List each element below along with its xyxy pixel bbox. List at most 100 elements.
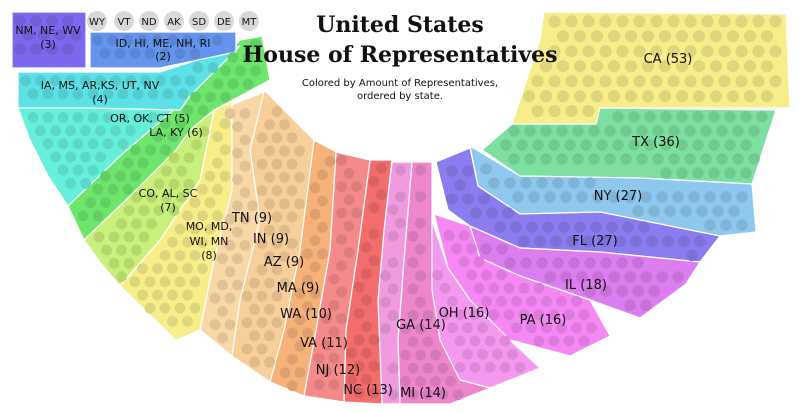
band-six-seat [77, 210, 89, 222]
band-nine-seat [256, 238, 268, 249]
band-fl-seat [462, 165, 474, 177]
band-tx-seat [724, 167, 736, 179]
band-pa-seat [518, 282, 530, 294]
band-four-seat [192, 62, 204, 73]
band-nj-seat [313, 379, 325, 390]
band-two-seat [189, 48, 201, 59]
band-seven-seat [168, 178, 180, 190]
band-tx-seat [660, 111, 672, 123]
band-ny-seat [536, 177, 548, 189]
band-seven-seat [153, 178, 165, 190]
band-ny-seat [544, 191, 556, 203]
band-ca-seat [692, 60, 706, 73]
group-5-label: OR, OK, CT (5) [110, 112, 190, 125]
band-ny-seat [704, 219, 716, 231]
band-pa-seat [488, 309, 500, 320]
band-fl-seat [694, 235, 706, 248]
band-nine-seat [241, 317, 253, 328]
band-mi-ga-seat [422, 310, 434, 321]
band-seven-seat [116, 244, 127, 256]
group-3-count: (3) [40, 38, 56, 51]
band-mi-ga-seat [415, 376, 426, 387]
band-eight-seat [197, 210, 208, 222]
band-ca-seat [684, 75, 697, 88]
band-tx-seat [676, 167, 688, 179]
group-4-label: IA, MS, AR,KS, UT, NV [41, 79, 160, 92]
band-tx-seat [684, 125, 696, 137]
band-wa-va-seat [317, 169, 328, 181]
band-nine-seat [294, 198, 305, 210]
band-nc-seat [346, 347, 357, 359]
band-ca-seat [531, 75, 544, 88]
band-tx-seat [756, 111, 768, 123]
band-tx-seat [668, 125, 680, 137]
band-two-seat [182, 34, 193, 46]
group-3-label: NM, NE, WV [15, 24, 81, 37]
band-eight-inner-seat [232, 226, 243, 238]
band-eight-inner-seat [239, 240, 251, 251]
band-ca-seat [675, 90, 689, 103]
band-six-seat [122, 157, 134, 169]
band-ca-seat [565, 45, 578, 58]
band-fl-seat [630, 235, 642, 248]
band-wa-va-seat [279, 367, 291, 378]
band-nine-seat [249, 277, 260, 289]
band-ca-seat [658, 30, 672, 43]
band-eight-inner-seat [209, 292, 221, 304]
band-five-seat [80, 125, 91, 137]
band-ca-seat [684, 15, 697, 28]
band-oh-seat [447, 322, 458, 334]
band-eight-seat [212, 210, 223, 222]
band-nine-seat [256, 158, 268, 170]
band-wa-va-seat [317, 195, 328, 207]
band-eight-seat [129, 276, 141, 288]
band-il-seat [656, 271, 668, 283]
band-ga-seat [387, 257, 399, 268]
band-ca-seat [633, 45, 646, 58]
band-nj-seat [336, 234, 347, 245]
band-nc-seat [368, 360, 380, 372]
band-nj-seat [336, 207, 347, 219]
band-mi-ga-seat [407, 336, 419, 348]
band-six-seat [122, 184, 134, 195]
band-seven-seat [146, 192, 157, 203]
band-wa-va-seat [309, 261, 321, 273]
band-il-seat [640, 271, 652, 283]
band-five-seat [72, 164, 84, 176]
band-nj-seat [336, 313, 347, 324]
band-mi-ga-seat [437, 389, 449, 400]
band-oh-seat [454, 309, 466, 320]
band-wa-va-seat [294, 367, 306, 378]
band-tx-seat [612, 111, 624, 123]
band-four-seat [125, 75, 136, 87]
band-nc-seat [376, 162, 387, 174]
band-oh-seat [477, 348, 488, 360]
band-seven-seat [123, 205, 135, 217]
band-five-seat [72, 138, 84, 150]
single-seat-states: WY VT ND AK SD DE MT [87, 11, 259, 31]
band-ca-seat [616, 15, 629, 28]
band-four-seat [102, 88, 114, 100]
band-six-seat [137, 157, 149, 169]
band-seven-seat [183, 178, 195, 190]
band-two-seat [174, 48, 186, 59]
band-five-seat [87, 112, 99, 123]
band-pa-seat [571, 296, 582, 307]
band-wa-va-seat [294, 288, 306, 299]
band-eight-seat [189, 197, 201, 209]
band-pa-seat [548, 335, 560, 347]
band-tx-seat [676, 111, 688, 123]
band-fl-seat [614, 235, 626, 248]
band-nine-seat [249, 356, 260, 368]
band-eight-inner-seat [224, 240, 236, 251]
state-label-az: AZ (9) [264, 255, 304, 270]
single-seat-label-ak: AK [167, 17, 181, 28]
band-il-seat [640, 299, 652, 312]
band-nj-seat [343, 168, 355, 179]
band-ca-seat [735, 45, 748, 58]
band-nine-seat [286, 158, 298, 170]
band-ny-seat [568, 177, 580, 189]
band-tx-seat [620, 153, 632, 165]
band-oh-seat [484, 362, 496, 373]
band-il-seat [624, 299, 636, 312]
